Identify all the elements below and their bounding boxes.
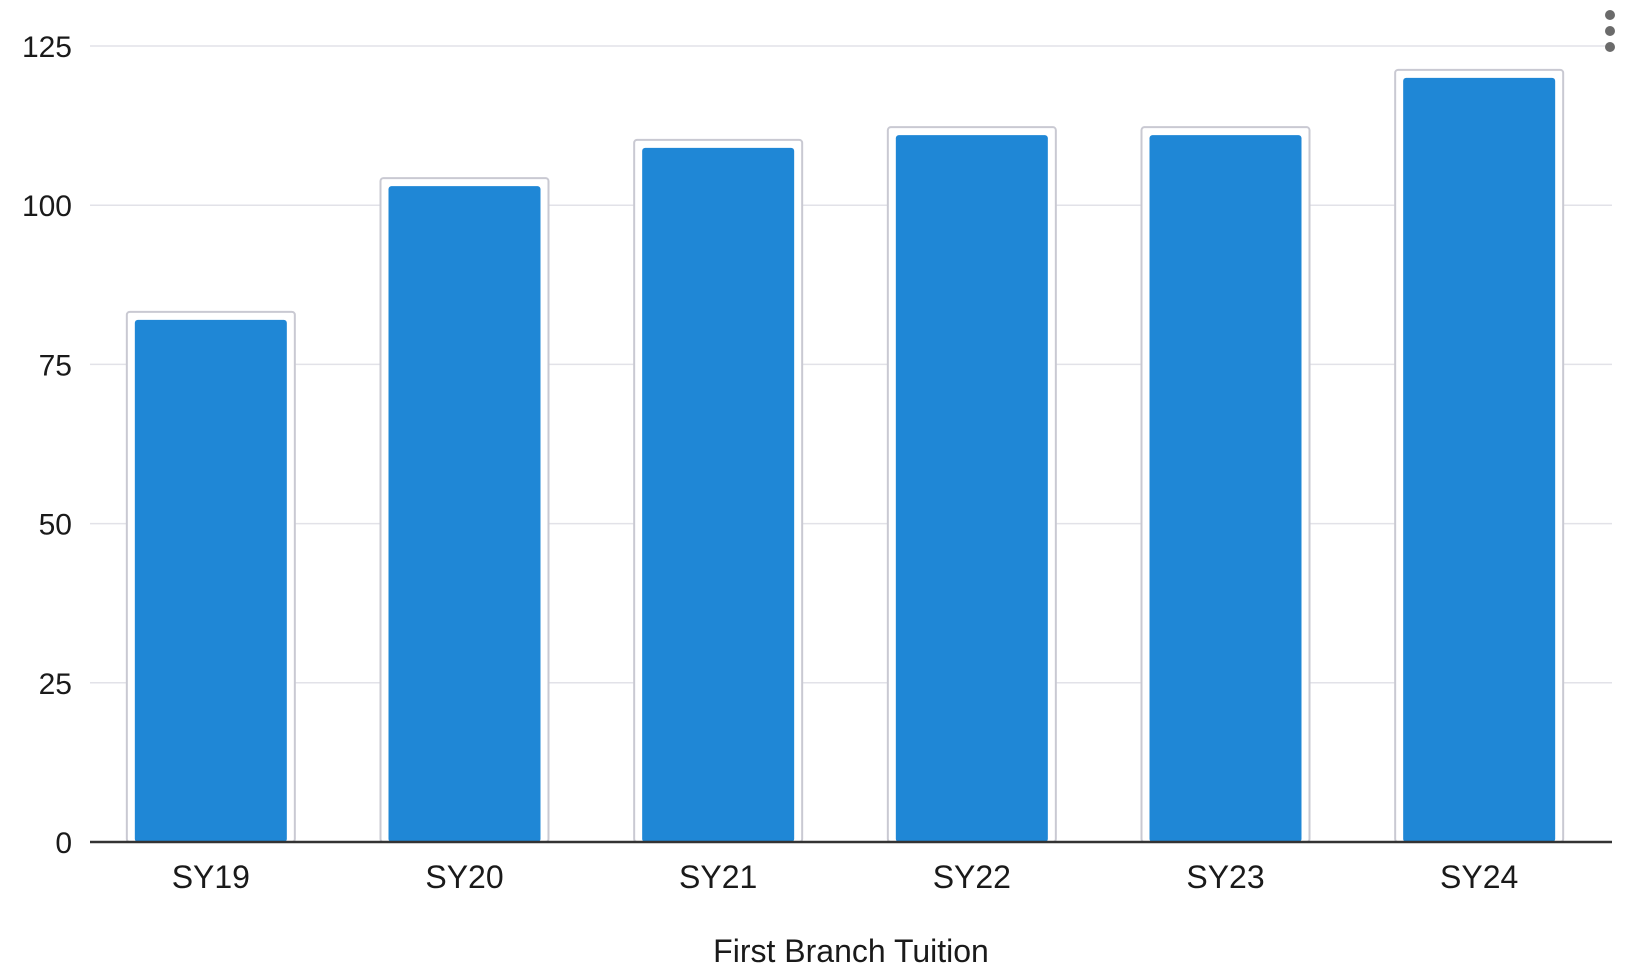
bar-sy21[interactable]: [633, 138, 804, 843]
x-tick-label: SY24: [1440, 859, 1518, 895]
chart-menu-button[interactable]: [1596, 6, 1624, 58]
bar: [895, 135, 1048, 843]
bar: [388, 186, 541, 842]
x-tick-label: SY23: [1186, 859, 1264, 895]
y-tick-label: 25: [39, 668, 72, 701]
y-tick-label: 125: [22, 31, 72, 64]
bar: [134, 319, 287, 843]
gridlines: [90, 45, 1612, 684]
x-axis-ticks: SY19 SY20 SY21 SY22 SY23 SY24: [172, 859, 1519, 895]
vertical-ellipsis-icon: [1605, 26, 1615, 36]
y-tick-label: 0: [55, 827, 72, 860]
x-axis-title: First Branch Tuition: [713, 933, 989, 969]
vertical-ellipsis-icon: [1605, 42, 1615, 52]
x-tick-label: SY21: [679, 859, 757, 895]
x-tick-label: SY19: [172, 859, 250, 895]
bar-sy20[interactable]: [379, 177, 550, 843]
bar: [1403, 77, 1556, 843]
bar-sy24[interactable]: [1394, 68, 1565, 843]
vertical-ellipsis-icon: [1605, 10, 1615, 20]
x-tick-label: SY22: [933, 859, 1011, 895]
y-axis-ticks: 0 25 50 75 100 125: [22, 31, 72, 860]
bars: [125, 68, 1565, 844]
bar-sy22[interactable]: [886, 126, 1057, 844]
bar: [642, 147, 795, 842]
y-tick-label: 75: [39, 349, 72, 382]
y-tick-label: 50: [39, 509, 72, 542]
bar: [1149, 135, 1302, 843]
y-tick-label: 100: [22, 190, 72, 223]
x-tick-label: SY20: [425, 859, 503, 895]
bar-sy19[interactable]: [125, 310, 296, 844]
bar-sy23[interactable]: [1140, 126, 1311, 844]
